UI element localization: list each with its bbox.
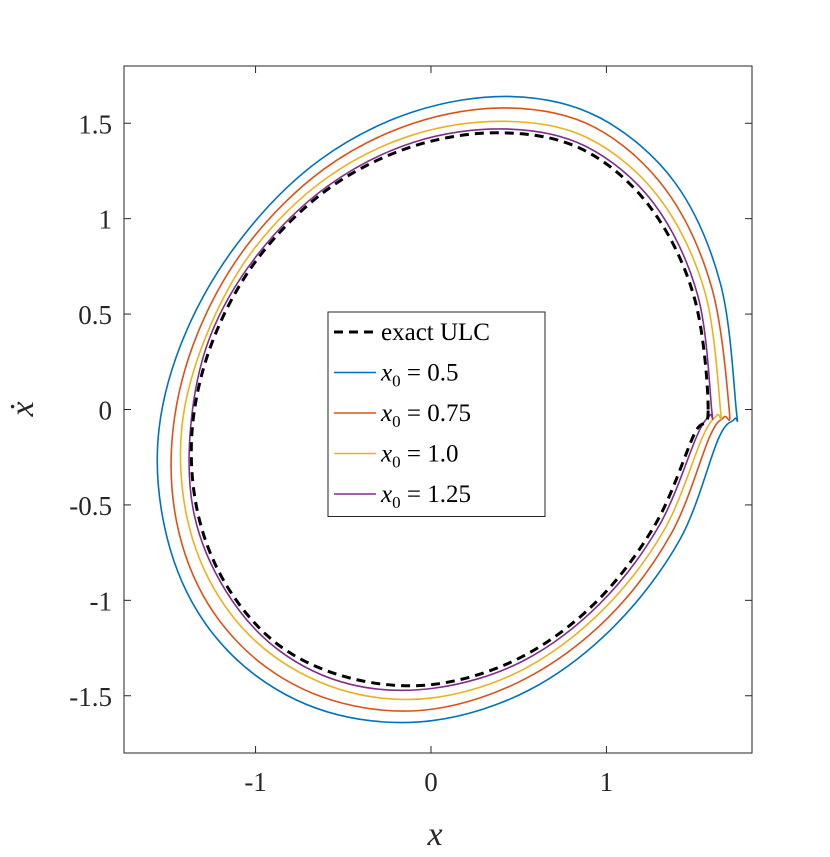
series-layer — [156, 95, 739, 724]
series-line-3 — [179, 120, 722, 701]
x-tick-label: -1 — [244, 767, 267, 797]
x-tick-label: 0 — [424, 767, 438, 797]
y-tick-label: 0.5 — [78, 300, 112, 330]
y-tick-label: -1 — [90, 586, 113, 616]
x-axis-label: x — [426, 816, 442, 853]
legend: exact ULC x0 = 0.5 x0 = 0.75 x0 = 1.0 x0 = 1… — [327, 311, 546, 517]
x-tick-label: 1 — [600, 767, 614, 797]
y-tick-label: 1 — [99, 205, 113, 235]
y-tick-label: -0.5 — [69, 491, 112, 521]
y-tick-label: 0 — [99, 396, 113, 426]
legend-label: x0 = 0.75 — [380, 400, 471, 431]
legend-label: x0 = 1.25 — [380, 481, 471, 512]
series-line-4 — [188, 128, 714, 692]
legend-box — [327, 311, 546, 517]
y-axis-label: ẋ — [4, 401, 41, 417]
legend-label: x0 = 1.0 — [380, 441, 458, 472]
ticks-layer: -1 0 1 -1.5 -1 -0.5 0 0.5 1 1.5 — [69, 66, 752, 797]
series-line-1 — [156, 95, 739, 724]
y-tick-label: 1.5 — [78, 109, 112, 139]
series-line-0 — [189, 131, 710, 688]
legend-label: exact ULC — [381, 319, 490, 346]
y-tick-label: -1.5 — [69, 682, 112, 712]
legend-label: x0 = 0.5 — [380, 360, 458, 391]
series-line-2 — [170, 107, 731, 712]
